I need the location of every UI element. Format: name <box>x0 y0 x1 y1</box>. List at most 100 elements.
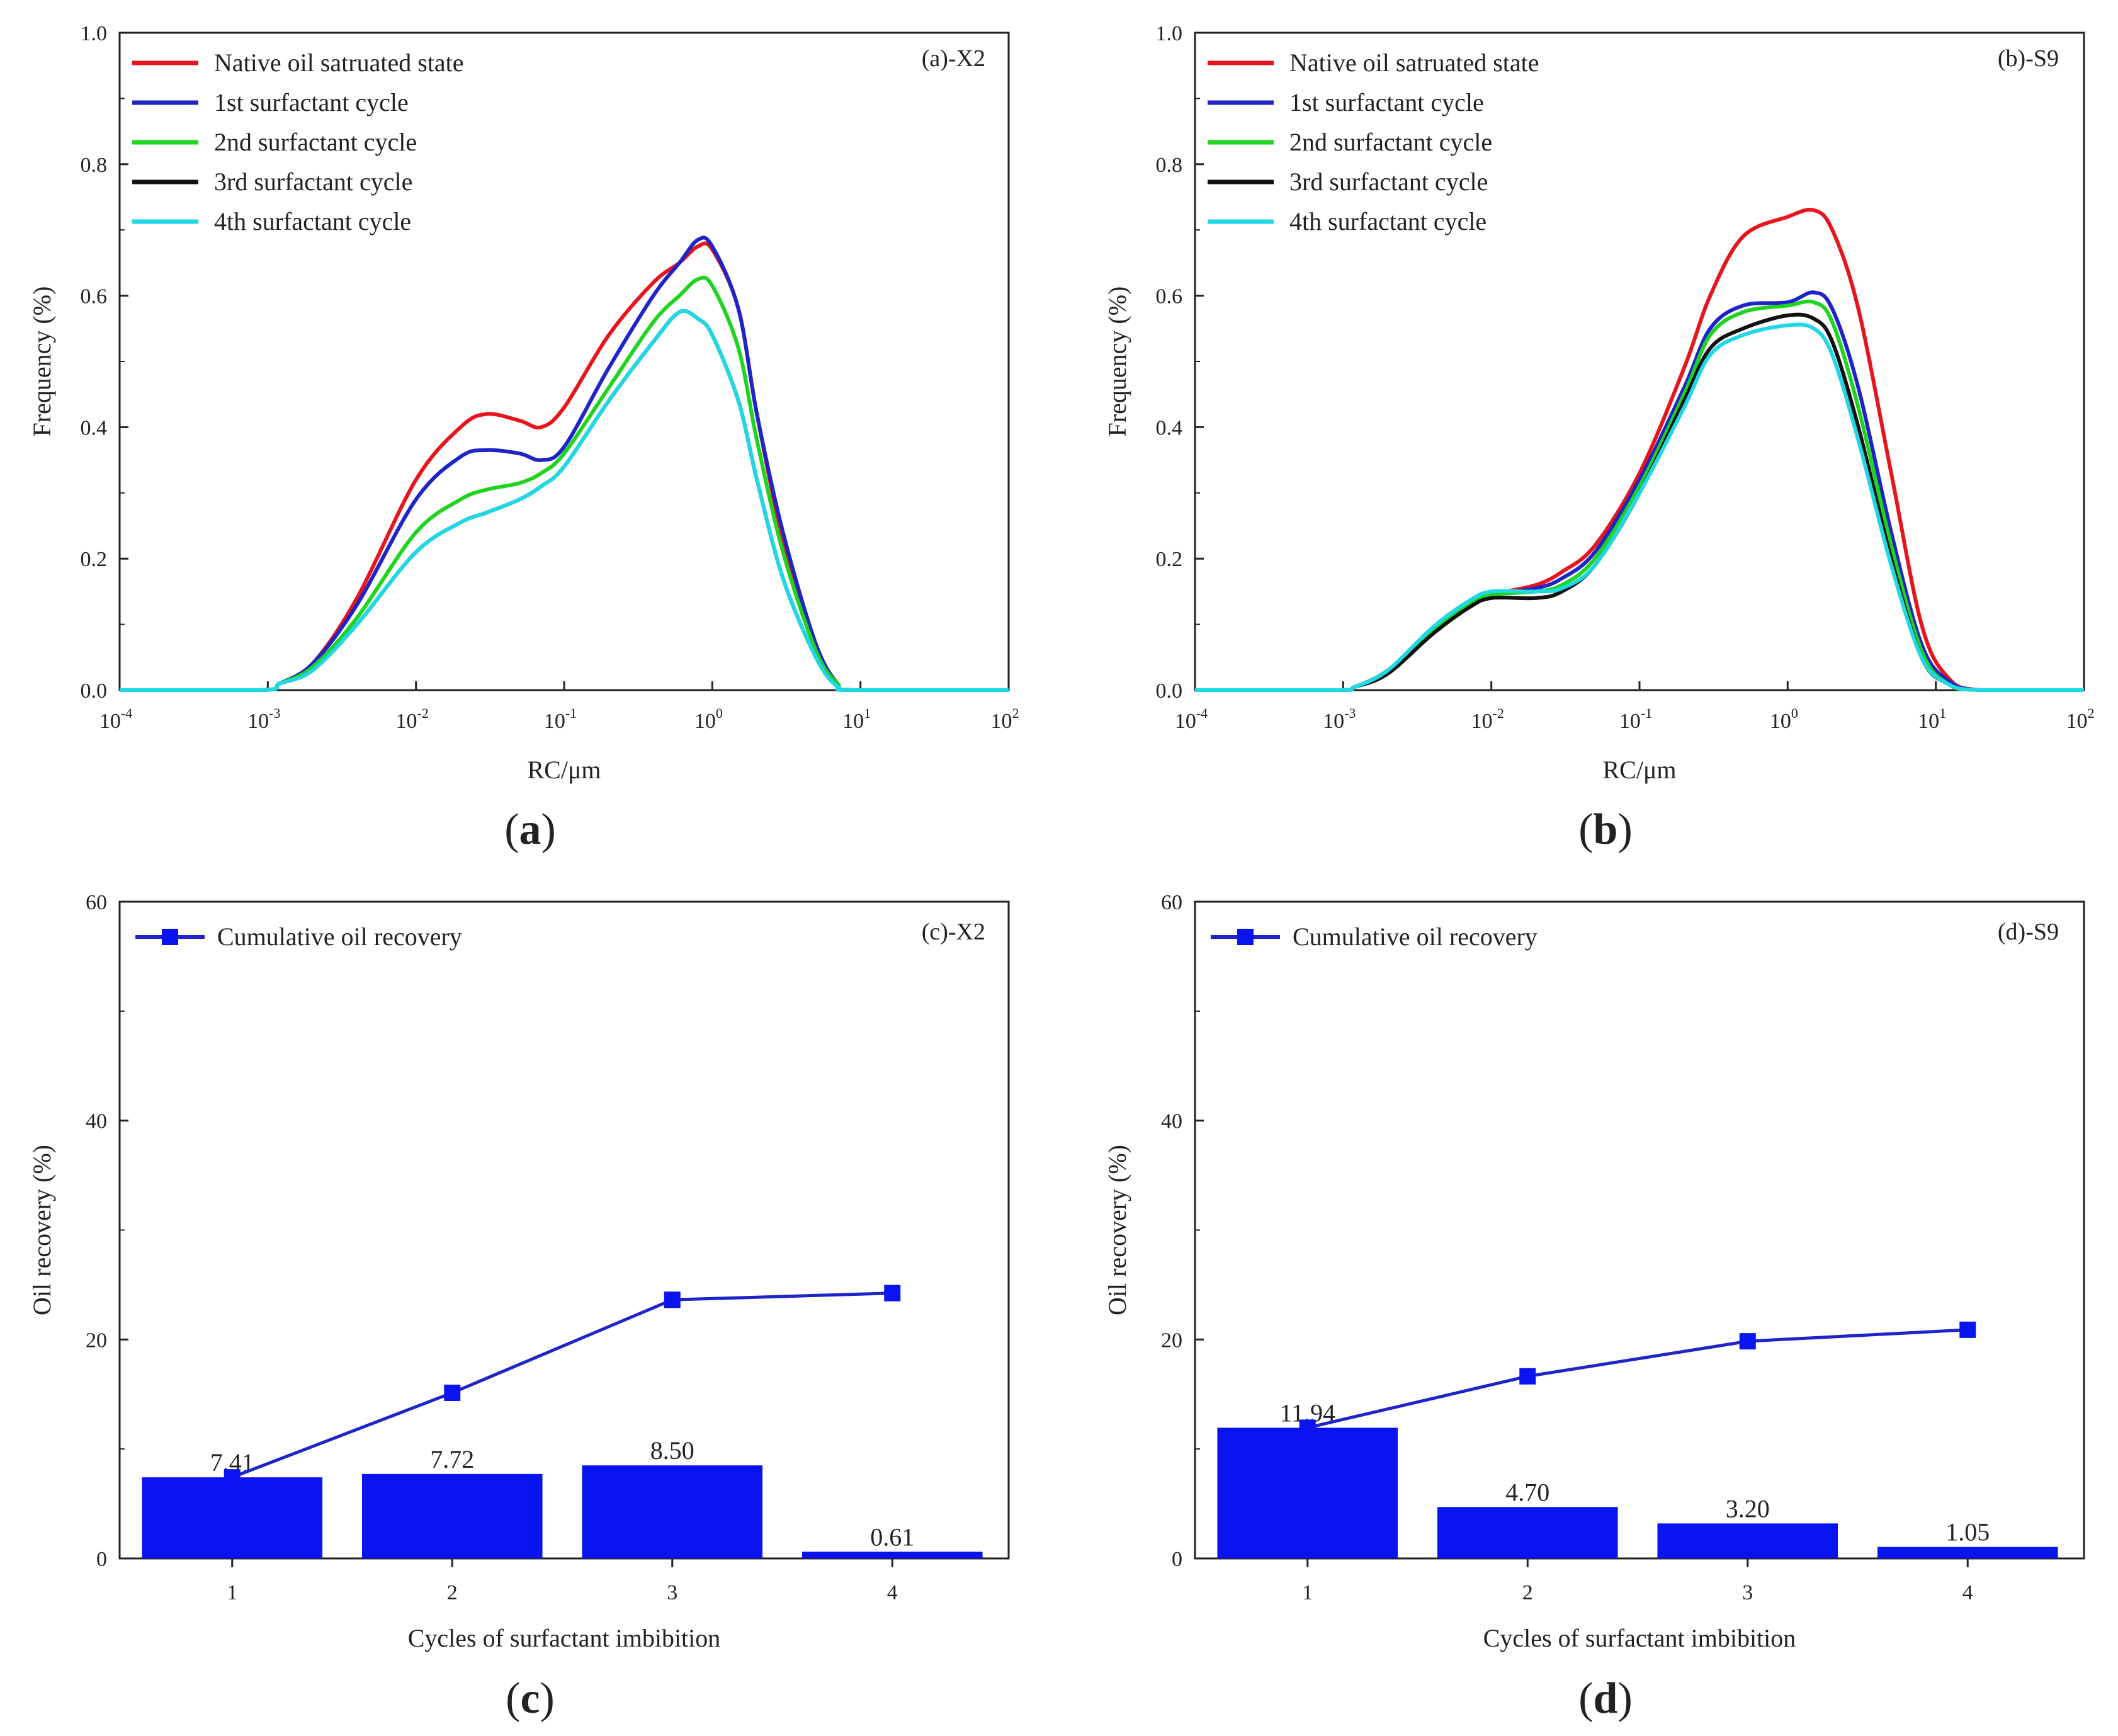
y-tick-label: 40 <box>86 1110 107 1133</box>
caption-paren-open: ( <box>506 1674 520 1723</box>
cumulative-point-2 <box>1519 1368 1536 1385</box>
x-tick-exponent: -1 <box>565 705 577 721</box>
x-tick-exponent: 1 <box>1939 705 1946 721</box>
legend-marker <box>1237 929 1254 945</box>
chart-panel-b: 10-4 10-3 10-2 10-1 100 101 1020.00.20.40.60.8… <box>1103 22 2095 854</box>
legend-label-3: 2nd surfactant cycle <box>1289 128 1492 156</box>
panel-tag: (d)-S9 <box>1998 919 2059 945</box>
caption-paren-open: ( <box>1578 1674 1593 1723</box>
x-tick-base: 10 <box>2066 710 2088 733</box>
bar-value-label: 3.20 <box>1726 1494 1770 1523</box>
y-tick-label: 0.4 <box>81 416 108 440</box>
x-tick-label: 100 <box>1770 705 1798 733</box>
cumulative-point-2 <box>444 1384 461 1401</box>
legend-label-4: 3rd surfactant cycle <box>214 167 412 196</box>
x-tick-label: 10-3 <box>1323 705 1356 733</box>
x-tick-label: 102 <box>991 705 1019 733</box>
x-tick-exponent: -2 <box>417 705 429 721</box>
x-tick-exponent: -3 <box>1344 705 1356 721</box>
legend-label: Cumulative oil recovery <box>217 922 462 951</box>
y-tick-label: 40 <box>1161 1110 1182 1133</box>
caption-paren-close: ) <box>540 1674 555 1723</box>
x-tick-base: 10 <box>842 710 864 733</box>
bar-3 <box>582 1465 763 1558</box>
x-axis-label: Cycles of surfactant imbibition <box>408 1624 721 1652</box>
caption-paren-close: ) <box>541 805 556 854</box>
series-line-4 <box>119 309 1009 693</box>
panel-caption: (c) <box>506 1674 555 1723</box>
x-axis-label: RC/μm <box>527 756 601 784</box>
x-tick-label: 10-4 <box>1175 705 1208 733</box>
x-tick-label: 4 <box>1962 1581 1973 1604</box>
legend-label-3: 2nd surfactant cycle <box>214 128 417 156</box>
bar-value-label: 0.61 <box>870 1523 914 1551</box>
x-tick-label: 10-2 <box>1471 705 1504 733</box>
caption-letter: a <box>519 805 541 854</box>
x-tick-base: 10 <box>1323 710 1344 733</box>
x-tick-label: 10-1 <box>544 705 577 733</box>
cumulative-line <box>231 1291 893 1479</box>
series-line-4 <box>1194 312 2084 693</box>
x-tick-label: 10-4 <box>99 705 132 733</box>
series-line-2 <box>119 235 1009 693</box>
cumulative-point-3 <box>1739 1333 1756 1350</box>
y-tick-label: 1.0 <box>1156 22 1183 45</box>
cumulative-point-1 <box>224 1469 241 1486</box>
y-tick-label: 1.0 <box>81 22 108 45</box>
x-tick-exponent: 2 <box>2088 705 2095 721</box>
y-tick-label: 0.8 <box>1156 154 1183 177</box>
x-tick-exponent: 2 <box>1012 705 1019 721</box>
y-axis-label: Oil recovery (%) <box>28 1145 56 1315</box>
legend-label-4: 3rd surfactant cycle <box>1289 167 1488 196</box>
x-tick-label: 2 <box>1522 1581 1533 1604</box>
x-tick-label: 1 <box>227 1581 237 1604</box>
caption-paren-close: ) <box>1617 805 1632 854</box>
chart-panel-a: 10-4 10-3 10-2 10-1 100 101 1020.00.20.40.60.8… <box>28 22 1019 854</box>
y-tick-label: 60 <box>1161 891 1182 914</box>
bar-value-label: 8.50 <box>650 1436 694 1465</box>
y-tick-label: 0.8 <box>81 154 108 177</box>
y-tick-label: 60 <box>86 891 107 914</box>
y-tick-label: 0 <box>1172 1548 1182 1571</box>
y-tick-label: 0.2 <box>81 548 108 571</box>
x-tick-label: 2 <box>447 1581 458 1604</box>
x-tick-exponent: 0 <box>716 705 723 721</box>
x-tick-base: 10 <box>247 710 269 733</box>
x-tick-base: 10 <box>396 710 417 733</box>
y-axis-label: Oil recovery (%) <box>1103 1145 1131 1315</box>
x-tick-base: 10 <box>694 710 716 733</box>
legend-label-2: 1st surfactant cycle <box>1289 88 1484 116</box>
series-line-1 <box>1194 208 2084 693</box>
y-tick-label: 20 <box>1161 1329 1182 1352</box>
x-tick-label: 10-3 <box>247 705 280 733</box>
x-tick-base: 10 <box>1770 710 1791 733</box>
bar-2 <box>361 1473 543 1558</box>
bar-1 <box>1217 1427 1398 1558</box>
bar-value-label: 1.05 <box>1945 1518 1990 1546</box>
x-tick-exponent: -1 <box>1641 705 1652 721</box>
x-tick-label: 4 <box>887 1581 898 1604</box>
x-tick-exponent: -4 <box>1196 705 1208 721</box>
y-tick-label: 0.6 <box>1156 285 1183 309</box>
x-tick-label: 1 <box>1302 1581 1313 1604</box>
x-tick-base: 10 <box>99 710 121 733</box>
caption-paren-open: ( <box>504 805 519 854</box>
x-tick-label: 3 <box>667 1581 677 1604</box>
x-tick-exponent: -3 <box>269 705 280 721</box>
legend-label-5: 4th surfactant cycle <box>214 207 411 235</box>
legend-label-5: 4th surfactant cycle <box>1289 207 1487 235</box>
x-tick-label: 101 <box>1918 705 1946 733</box>
x-tick-exponent: -4 <box>121 705 132 721</box>
panel-caption: (d) <box>1578 1674 1633 1723</box>
caption-paren-close: ) <box>1617 1674 1632 1723</box>
x-tick-label: 10-1 <box>1619 705 1652 733</box>
panel-tag: (c)-X2 <box>922 919 985 945</box>
bar-4 <box>801 1552 983 1558</box>
x-tick-exponent: -2 <box>1493 705 1504 721</box>
y-tick-label: 20 <box>86 1329 107 1352</box>
y-tick-label: 0 <box>96 1548 107 1571</box>
bar-4 <box>1877 1546 2058 1558</box>
